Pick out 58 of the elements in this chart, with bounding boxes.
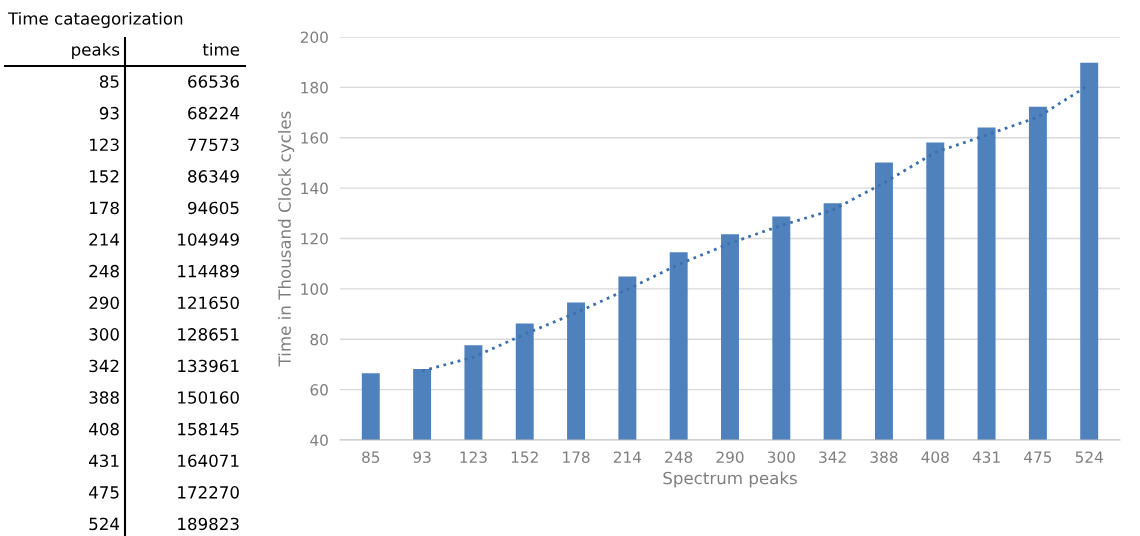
text: 94605 (188, 201, 239, 215)
x-axis-title: Spectrum peaks (663, 471, 797, 488)
text: time (202, 42, 240, 56)
x-tick-label: 214 (613, 451, 642, 463)
text: 93 (99, 106, 119, 120)
text: 475 (89, 486, 119, 499)
text: 408 (89, 422, 119, 436)
x-tick-label: 524 (1075, 451, 1103, 463)
y-tick-label: 100 (301, 283, 328, 295)
y-axis-title: Time in Thousand Clock cycles (278, 111, 295, 367)
text: 150160 (178, 391, 239, 404)
x-tick-label: 300 (767, 451, 795, 463)
text: 342 (89, 359, 119, 373)
text: 158145 (178, 422, 239, 436)
x-tick-label: 475 (1024, 451, 1052, 463)
x-tick-label: 85 (362, 451, 380, 463)
x-tick-label: 93 (413, 451, 431, 463)
text: 300 (89, 328, 119, 341)
text: 152 (90, 170, 119, 183)
x-tick-label: 342 (819, 451, 846, 463)
text: 214 (89, 233, 120, 246)
text: 121650 (178, 296, 239, 310)
x-tick-label: 123 (460, 451, 487, 463)
text: Time cataegorization (7, 11, 183, 29)
x-tick-label: 408 (921, 451, 949, 463)
y-tick-label: 60 (310, 384, 328, 396)
text: 86349 (188, 170, 239, 183)
text: 114489 (178, 264, 239, 278)
y-tick-label: 40 (310, 434, 328, 447)
text: 128651 (178, 328, 239, 341)
text: 290 (89, 296, 119, 310)
text: 172270 (178, 486, 239, 499)
x-tick-label: 431 (972, 451, 1000, 463)
text: 133961 (178, 359, 239, 373)
y-tick-label: 200 (300, 31, 328, 44)
text: 68224 (188, 106, 240, 120)
text: 248 (89, 264, 119, 278)
x-tick-label: 248 (665, 451, 693, 463)
text: 104949 (178, 233, 239, 246)
y-tick-label: 120 (301, 232, 328, 245)
text: 189823 (178, 517, 239, 531)
y-tick-label: 80 (310, 333, 328, 346)
x-tick-label: 388 (870, 451, 898, 463)
y-tick-label: 180 (301, 81, 328, 94)
y-tick-label: 160 (301, 132, 328, 144)
x-tick-label: 178 (563, 451, 590, 463)
text: 77573 (188, 138, 239, 152)
text: 164071 (178, 454, 239, 468)
text: 85 (99, 75, 119, 88)
text: 524 (89, 517, 120, 531)
text: 178 (90, 201, 119, 215)
text: 66536 (188, 75, 239, 88)
text: 388 (89, 391, 119, 404)
x-tick-label: 290 (716, 451, 744, 463)
text: peaks (72, 42, 120, 60)
x-tick-label: 152 (511, 451, 538, 463)
text: 123 (90, 138, 119, 152)
y-tick-label: 140 (301, 182, 328, 195)
